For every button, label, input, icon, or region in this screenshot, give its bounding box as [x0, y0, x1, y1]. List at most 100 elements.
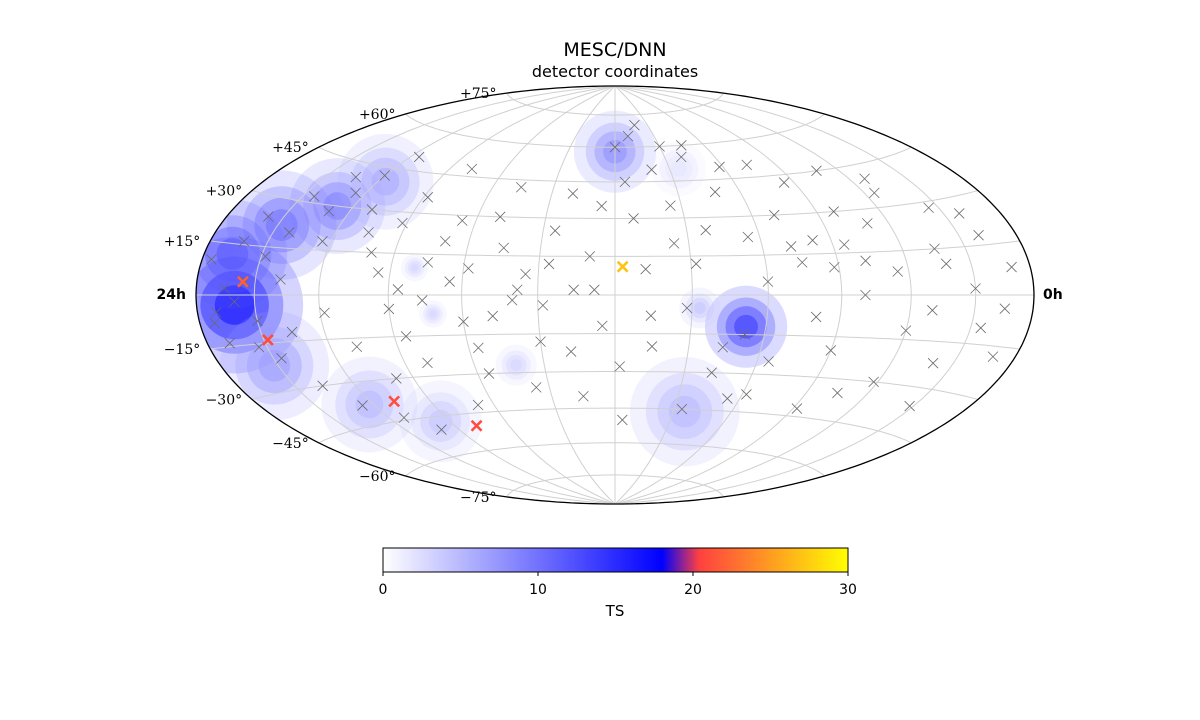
- event-marker: [640, 263, 651, 275]
- event-marker: [260, 251, 271, 262]
- event-marker: [829, 261, 840, 273]
- colorbar-tick-label: 10: [529, 582, 547, 598]
- event-marker: [422, 192, 434, 203]
- event-marker: [810, 311, 822, 323]
- event-marker: [973, 229, 984, 241]
- meridian-line: [461, 86, 616, 504]
- event-marker: [987, 351, 999, 362]
- ts-hotspot: [321, 356, 418, 453]
- event-marker: [862, 218, 873, 229]
- event-marker: [436, 424, 447, 435]
- chart-subtitle: detector coordinates: [532, 62, 698, 81]
- event-marker: [791, 403, 803, 414]
- latitude-tick-label: +15°: [164, 234, 201, 250]
- event-marker: [229, 296, 240, 308]
- event-marker: [706, 367, 717, 378]
- event-marker: [283, 227, 295, 238]
- event-marker: [549, 225, 561, 236]
- event-marker: [498, 242, 510, 254]
- highlighted-event-marker: [237, 275, 249, 288]
- event-marker: [811, 165, 822, 177]
- event-marker: [940, 258, 952, 270]
- event-marker: [379, 170, 391, 181]
- event-marker: [422, 257, 434, 268]
- colorbar: 0 10 20 30 TS: [379, 547, 857, 620]
- event-marker: [363, 227, 374, 238]
- event-marker: [511, 284, 523, 296]
- event-marker: [596, 200, 607, 212]
- event-marker: [472, 399, 484, 411]
- event-marker: [646, 164, 657, 175]
- event-marker: [700, 224, 712, 236]
- event-marker: [565, 346, 577, 357]
- event-marker: [238, 236, 250, 247]
- event-marker: [567, 188, 579, 199]
- event-marker: [860, 255, 871, 267]
- event-marker: [609, 141, 621, 153]
- event-marker: [690, 258, 702, 270]
- ts-hotspot: [337, 133, 434, 230]
- event-marker: [589, 284, 600, 296]
- event-marker: [619, 176, 631, 188]
- event-marker: [206, 254, 217, 265]
- event-marker: [366, 204, 378, 215]
- event-marker: [473, 342, 484, 354]
- event-marker: [597, 320, 608, 332]
- ts-hotspot: [419, 300, 447, 328]
- latitude-tick-label: −60°: [359, 469, 396, 485]
- event-marker: [439, 235, 451, 247]
- event-marker: [323, 205, 335, 217]
- event-marker: [807, 235, 818, 246]
- event-marker: [413, 151, 425, 163]
- event-marker: [456, 215, 468, 226]
- ts-heatmap: [196, 110, 788, 467]
- colorbar-bar: [382, 547, 849, 573]
- event-marker: [350, 171, 362, 183]
- event-marker: [383, 303, 395, 315]
- event-marker: [275, 274, 286, 285]
- event-marker: [768, 209, 780, 221]
- event-marker: [645, 310, 657, 321]
- event-marker: [785, 241, 797, 252]
- colorbar-tick-label: 20: [684, 582, 702, 598]
- event-marker: [210, 307, 222, 318]
- latitude-labels: +75° +60° +45° +30° +15° −15° −30° −45° −60° −75°: [164, 86, 497, 506]
- event-marker: [416, 295, 428, 306]
- event-marker: [398, 412, 410, 423]
- event-marker: [923, 202, 934, 214]
- ts-hotspot: [401, 253, 429, 282]
- event-marker: [622, 130, 634, 142]
- event-marker: [927, 357, 939, 369]
- event-marker: [400, 331, 412, 342]
- event-marker: [929, 243, 940, 255]
- event-marker: [717, 341, 729, 353]
- event-marker: [515, 181, 527, 193]
- event-marker: [741, 389, 752, 400]
- event-marker: [444, 276, 455, 287]
- latitude-tick-label: −15°: [164, 342, 201, 358]
- event-marker: [357, 400, 368, 411]
- meridian-line: [253, 86, 616, 504]
- event-marker: [828, 206, 839, 217]
- ra-label-left: 24h: [157, 287, 186, 303]
- ts-hotspot: [495, 344, 537, 386]
- event-marker: [668, 238, 680, 249]
- event-marker: [422, 357, 433, 369]
- event-marker: [741, 159, 753, 171]
- event-marker: [676, 403, 688, 415]
- event-marker: [860, 289, 871, 301]
- event-marker: [763, 356, 774, 367]
- meridian-line: [614, 86, 769, 504]
- event-marker: [372, 267, 384, 278]
- event-marker: [391, 373, 402, 384]
- event-marker: [665, 200, 676, 211]
- event-marker: [975, 322, 987, 334]
- latitude-tick-label: −75°: [460, 490, 497, 506]
- event-marker: [832, 387, 843, 399]
- event-marker: [317, 380, 328, 392]
- event-marker: [458, 316, 469, 327]
- event-marker: [308, 191, 320, 202]
- meridian-line: [537, 86, 616, 504]
- colorbar-tick-label: 30: [839, 582, 857, 598]
- event-markers: [206, 119, 1017, 435]
